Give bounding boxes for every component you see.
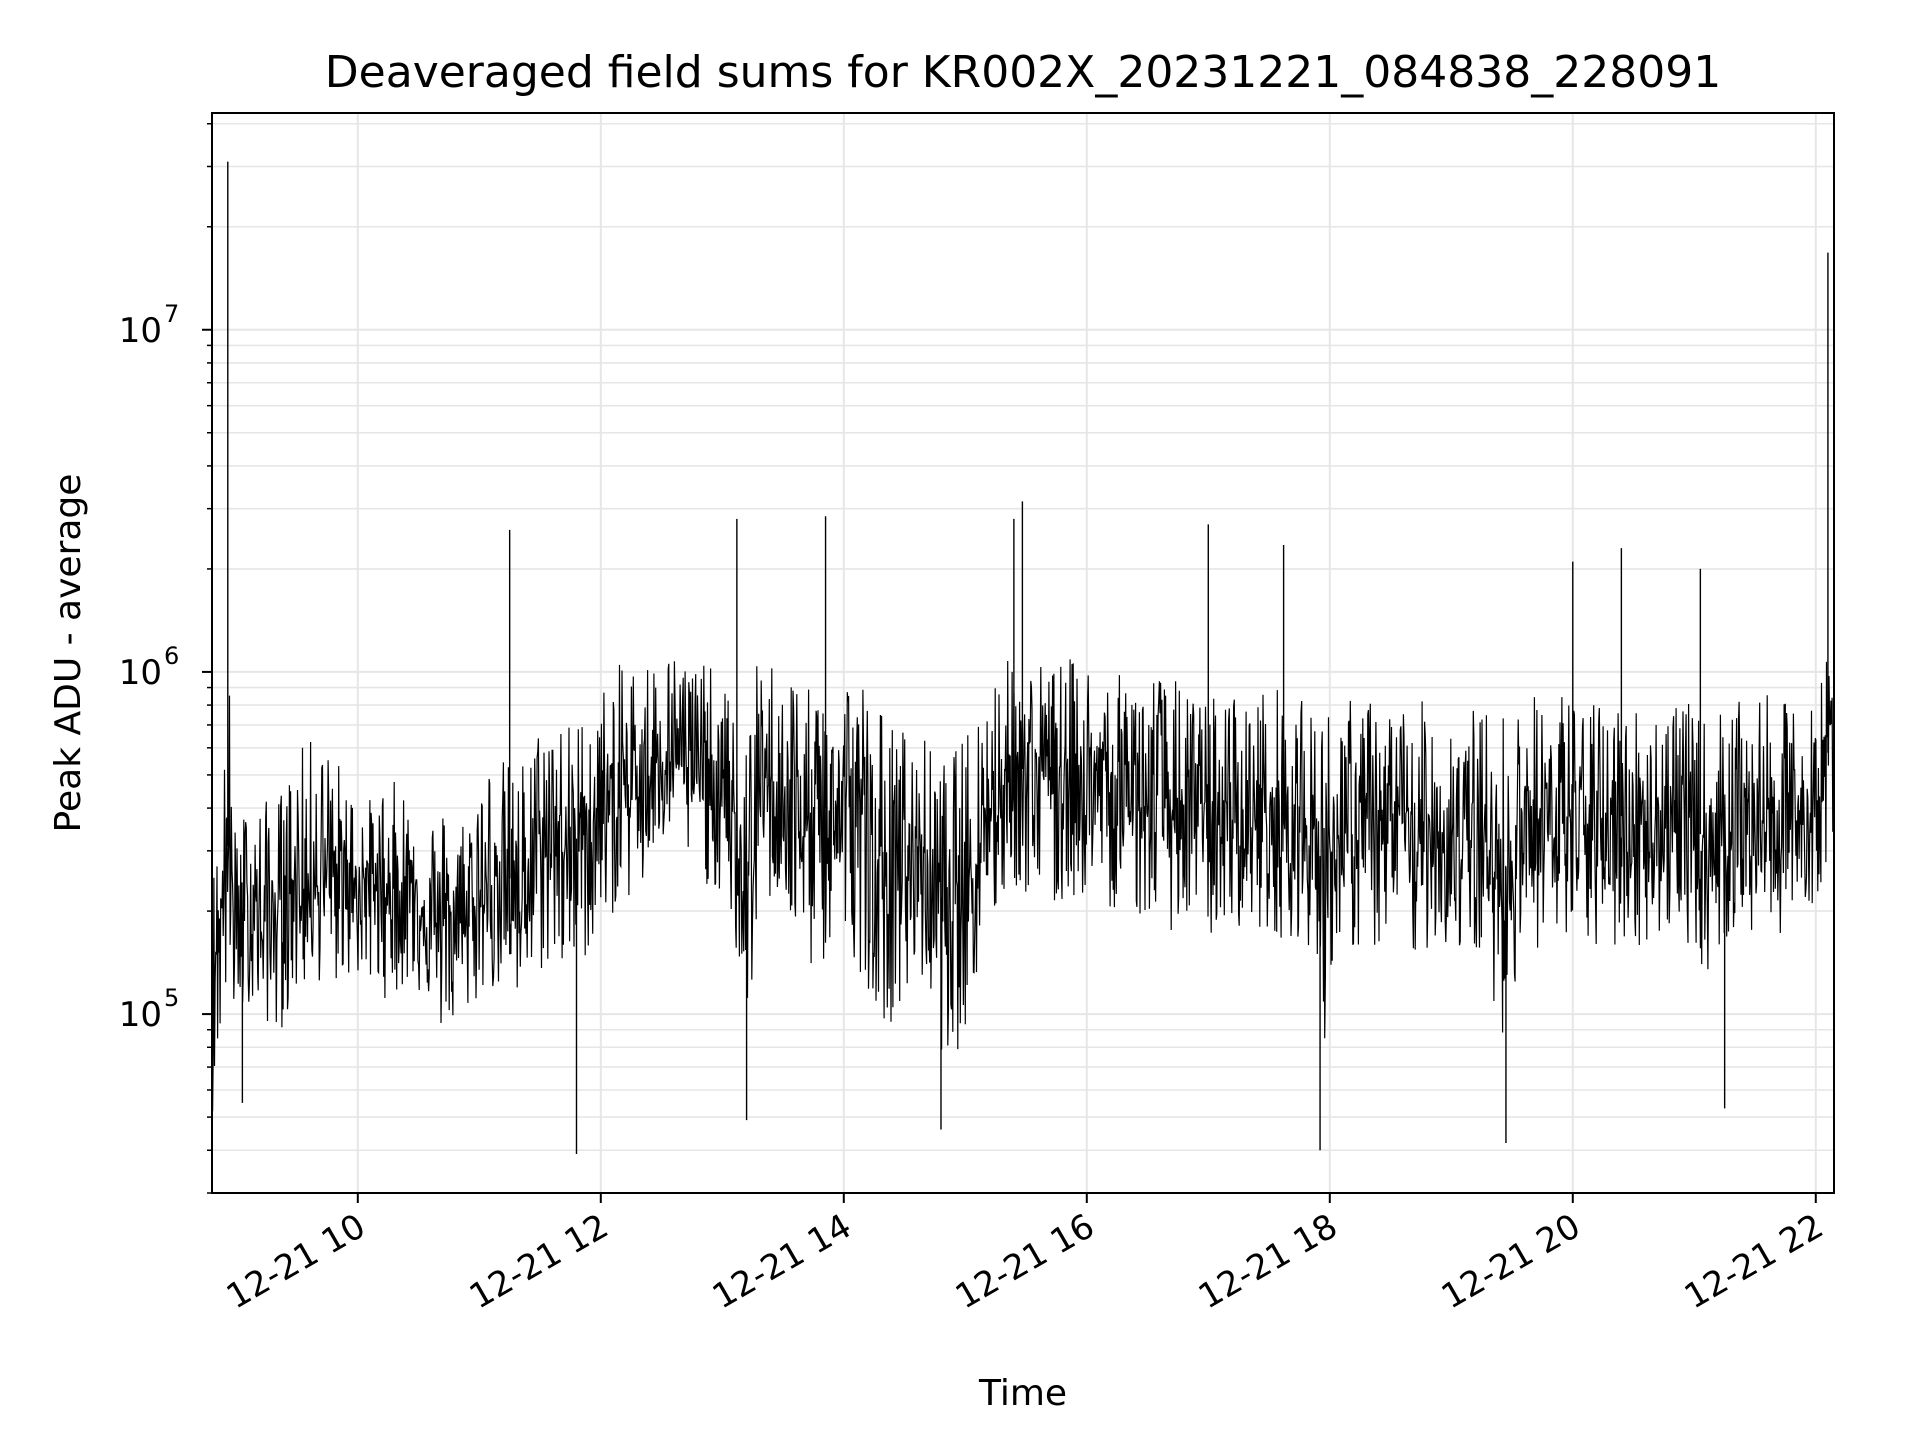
x-tick-label: 12-21 10 <box>220 1206 372 1317</box>
x-tick-label: 12-21 22 <box>1678 1206 1830 1317</box>
x-tick-label: 12-21 16 <box>949 1206 1101 1317</box>
y-tick-exponent: 7 <box>164 300 179 328</box>
x-tick-label: 12-21 12 <box>463 1206 615 1317</box>
y-minor-ticks <box>207 122 212 1194</box>
x-tick-label: 12-21 14 <box>706 1206 858 1317</box>
y-tick-label: 10 <box>119 311 162 351</box>
series-trace <box>211 659 1835 1112</box>
y-tick-label: 10 <box>119 653 162 693</box>
y-tick-exponent: 5 <box>164 984 179 1012</box>
chart-title: Deaveraged field sums for KR002X_2023122… <box>325 47 1721 98</box>
y-axis-label: Peak ADU - average <box>48 474 89 833</box>
series-line <box>211 161 1835 1155</box>
x-axis-ticks: 12-21 10 12-21 12 12-21 14 12-21 16 12-21 18… <box>220 1193 1830 1317</box>
x-axis-label: Time <box>978 1373 1067 1414</box>
y-tick-label: 10 <box>119 995 162 1035</box>
y-tick-exponent: 6 <box>164 642 179 670</box>
plot-frame <box>211 112 1835 1194</box>
x-tick-label: 12-21 18 <box>1192 1206 1344 1317</box>
x-tick-label: 12-21 20 <box>1435 1206 1587 1317</box>
